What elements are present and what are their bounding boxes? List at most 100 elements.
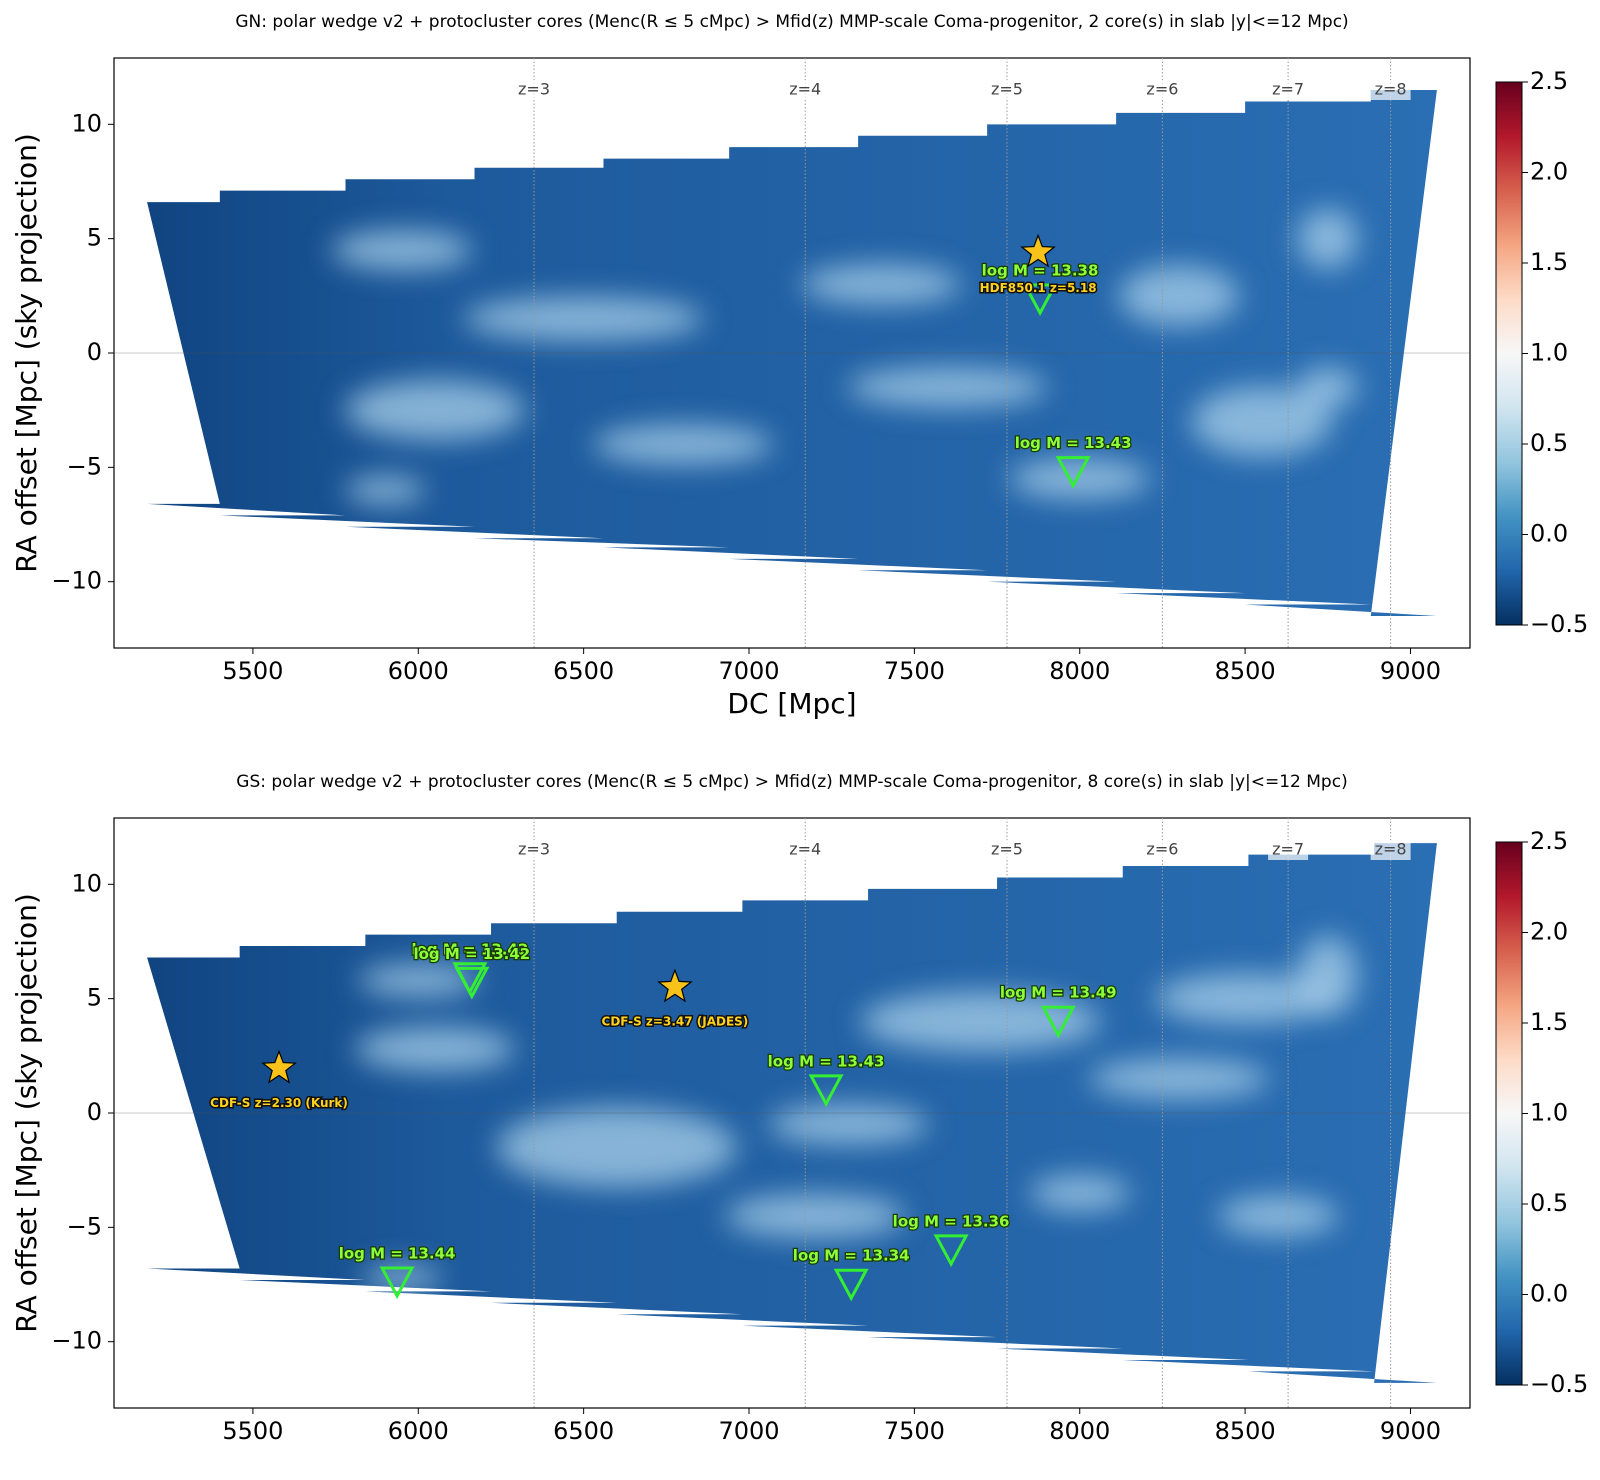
density-blob bbox=[331, 230, 472, 271]
y-axis-label: RA offset [Mpc] (sky projection) bbox=[10, 893, 43, 1333]
z-label-box bbox=[1268, 80, 1309, 100]
landmark-label: CDF-S z=2.30 (Kurk) bbox=[210, 1096, 348, 1110]
x-tick-label: 8000 bbox=[1049, 1417, 1110, 1445]
y-tick-label: −5 bbox=[67, 1212, 102, 1240]
x-tick-label: 6500 bbox=[553, 657, 614, 685]
density-blob bbox=[801, 264, 962, 305]
density-blob bbox=[592, 424, 773, 465]
density-blob bbox=[1029, 1175, 1130, 1212]
z-label: z=6 bbox=[1146, 840, 1178, 859]
z-label-box bbox=[1142, 80, 1183, 100]
x-tick-label: 7000 bbox=[718, 1417, 779, 1445]
y-tick-label: 10 bbox=[71, 109, 102, 137]
y-tick-label: 0 bbox=[87, 1098, 102, 1126]
x-tick-label: 6500 bbox=[553, 1417, 614, 1445]
core-marker bbox=[833, 1268, 869, 1302]
landmark-star bbox=[1020, 233, 1056, 268]
z-label: z=7 bbox=[1272, 840, 1304, 859]
z-label-box bbox=[1370, 80, 1411, 100]
density-blob bbox=[496, 1107, 737, 1188]
panel: GN: polar wedge v2 + protocluster cores … bbox=[10, 12, 1588, 720]
z-label: z=5 bbox=[991, 80, 1023, 99]
colorbar-tick-label: 0.0 bbox=[1530, 1280, 1568, 1308]
density-blob bbox=[1088, 1058, 1269, 1099]
x-tick-label: 9000 bbox=[1380, 657, 1441, 685]
colorbar-tick-label: 1.5 bbox=[1530, 1008, 1568, 1036]
colorbar-tick-label: 1.0 bbox=[1530, 1099, 1568, 1127]
z-label: z=8 bbox=[1375, 840, 1407, 859]
core-label: log M = 13.42 bbox=[413, 945, 530, 963]
x-tick-label: 6000 bbox=[388, 657, 449, 685]
x-tick-label: 7500 bbox=[884, 657, 945, 685]
y-tick-label: 5 bbox=[87, 984, 102, 1012]
colorbar bbox=[1495, 841, 1523, 1386]
density-blob bbox=[860, 991, 1101, 1052]
z-label: z=8 bbox=[1375, 80, 1407, 99]
density-blob bbox=[354, 1026, 515, 1071]
heatmap-blobs bbox=[331, 208, 1358, 505]
x-tick-label: 5500 bbox=[222, 1417, 283, 1445]
density-blob bbox=[1218, 1195, 1339, 1236]
core-marker bbox=[379, 1266, 415, 1300]
density-blob bbox=[1297, 935, 1358, 1016]
z-label-box bbox=[785, 840, 826, 860]
z-label: z=3 bbox=[518, 80, 550, 99]
core-label: log M = 13.34 bbox=[793, 1247, 910, 1265]
density-blob bbox=[1118, 265, 1239, 326]
z-label-box bbox=[514, 80, 555, 100]
density-blob bbox=[1297, 208, 1358, 269]
core-label: log M = 13.43 bbox=[1015, 434, 1132, 452]
z-label-box bbox=[514, 840, 555, 860]
chart-title: GS: polar wedge v2 + protocluster cores … bbox=[236, 772, 1347, 792]
colorbar-tick-label: 1.5 bbox=[1530, 248, 1568, 276]
density-blob bbox=[768, 1104, 929, 1145]
x-axis-label: DC [Mpc] bbox=[727, 687, 856, 720]
density-blob bbox=[1155, 973, 1336, 1024]
density-blob bbox=[1191, 386, 1332, 457]
density-blob bbox=[1009, 458, 1150, 499]
core-label: log M = 13.49 bbox=[1000, 984, 1117, 1002]
core-marker bbox=[808, 1074, 844, 1108]
landmark-label: CDF-S z=3.47 (JADES) bbox=[602, 1015, 749, 1029]
z-label: z=6 bbox=[1146, 80, 1178, 99]
z-label: z=4 bbox=[789, 840, 821, 859]
x-tick-label: 8500 bbox=[1215, 657, 1276, 685]
y-tick-label: 5 bbox=[87, 224, 102, 252]
z-label: z=3 bbox=[518, 840, 550, 859]
density-blob bbox=[358, 964, 479, 997]
heatmap-blobs bbox=[354, 935, 1358, 1290]
density-blob bbox=[725, 1193, 906, 1238]
z-label-box bbox=[1370, 840, 1411, 860]
z-label: z=5 bbox=[991, 840, 1023, 859]
density-blob bbox=[463, 296, 704, 341]
z-label-box bbox=[785, 80, 826, 100]
core-label: log M = 13.44 bbox=[339, 1244, 456, 1262]
density-blob bbox=[344, 380, 525, 441]
density-blob bbox=[1297, 367, 1358, 408]
density-blob bbox=[847, 367, 1048, 408]
density-blob bbox=[361, 1265, 442, 1290]
colorbar-tick-label: 0.0 bbox=[1530, 520, 1568, 548]
x-tick-label: 8500 bbox=[1215, 1417, 1276, 1445]
x-tick-label: 6000 bbox=[388, 1417, 449, 1445]
colorbar-tick-label: 2.0 bbox=[1530, 158, 1568, 186]
core-marker bbox=[933, 1234, 969, 1268]
core-label: log M = 13.36 bbox=[893, 1212, 1010, 1230]
colorbar-tick-label: 1.0 bbox=[1530, 339, 1568, 367]
colorbar-tick-label: 2.0 bbox=[1530, 918, 1568, 946]
z-label: z=4 bbox=[789, 80, 821, 99]
y-axis-label: RA offset [Mpc] (sky projection) bbox=[10, 133, 43, 573]
colorbar-tick-label: 0.5 bbox=[1530, 1189, 1568, 1217]
y-tick-label: 0 bbox=[87, 338, 102, 366]
x-tick-label: 9000 bbox=[1380, 1417, 1441, 1445]
colorbar bbox=[1495, 81, 1523, 626]
colorbar-tick-label: 0.5 bbox=[1530, 429, 1568, 457]
colorbar-tick-label: 2.5 bbox=[1530, 67, 1568, 95]
chart-title: GN: polar wedge v2 + protocluster cores … bbox=[235, 12, 1348, 32]
colorbar-tick-label: −0.5 bbox=[1530, 610, 1588, 638]
z-label-box bbox=[1268, 840, 1309, 860]
core-marker bbox=[1022, 283, 1058, 317]
x-tick-label: 7000 bbox=[718, 657, 779, 685]
core-label: log M = 13.42 bbox=[411, 940, 528, 958]
